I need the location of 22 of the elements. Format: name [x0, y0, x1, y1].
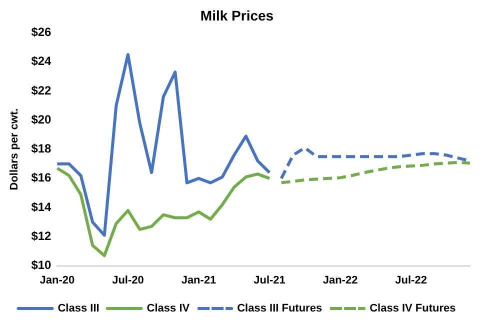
- line-series: [280, 160, 472, 184]
- legend-label: Class IV: [146, 302, 190, 315]
- x-tick-label: Jul-22: [395, 274, 427, 286]
- legend-label: Class III: [58, 302, 100, 315]
- x-tick-label: Jan-20: [40, 274, 75, 286]
- x-tick-label: Jan-22: [322, 274, 358, 286]
- y-tick-label: $20: [31, 112, 52, 126]
- y-tick-label: $10: [31, 258, 52, 272]
- x-tick-label: Jan-21: [181, 274, 216, 286]
- y-tick-label: $22: [31, 83, 52, 98]
- y-tick-label: $24: [31, 54, 52, 68]
- y-tick-label: $12: [31, 228, 52, 243]
- y-axis-title: Dollars per cwt.: [8, 108, 21, 190]
- y-tick-label: $26: [31, 25, 52, 40]
- chart-title: Milk Prices: [200, 7, 274, 24]
- y-tick-label: $14: [31, 200, 52, 214]
- y-tick-label: $16: [31, 170, 52, 185]
- x-tick-label: Jul-21: [254, 274, 286, 286]
- legend-label: Class III Futures: [237, 302, 322, 315]
- x-tick-label: Jul-20: [112, 274, 144, 286]
- legend-label: Class IV Futures: [370, 302, 456, 315]
- y-tick-label: $18: [31, 142, 52, 156]
